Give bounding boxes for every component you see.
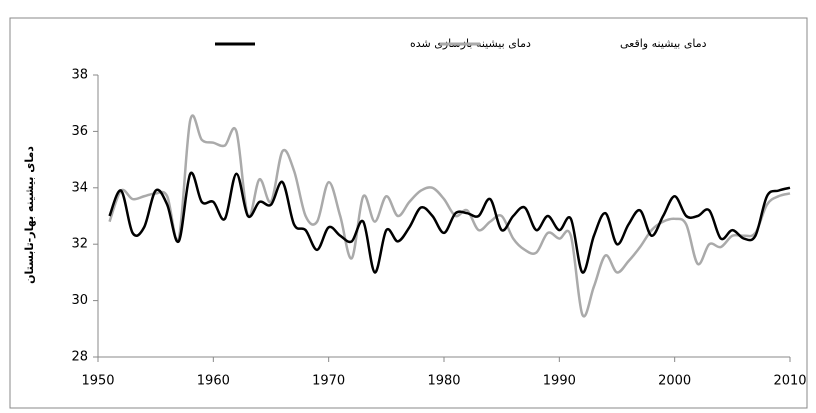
series-line xyxy=(108,171,791,274)
x-tick-label: 1970 xyxy=(312,374,345,389)
y-axis-label: دمای بیشینه بهار-تابستان xyxy=(23,146,36,284)
x-tick-label: 1960 xyxy=(197,374,230,389)
x-tick-label: 2000 xyxy=(658,374,691,389)
legend-label: دمای بیشینه واقعی xyxy=(620,37,707,50)
y-tick-label: 32 xyxy=(71,237,88,252)
y-tick-label: 30 xyxy=(71,293,88,308)
y-tick-label: 36 xyxy=(71,124,88,139)
x-tick-label: 1980 xyxy=(427,374,460,389)
series-line xyxy=(108,114,791,318)
y-tick-label: 28 xyxy=(71,350,88,365)
chart-frame xyxy=(9,17,808,409)
x-tick-label: 2010 xyxy=(773,374,806,389)
y-tick-label: 34 xyxy=(71,180,88,195)
x-tick-label: 1950 xyxy=(81,374,114,389)
x-tick-label: 1990 xyxy=(543,374,576,389)
y-tick-label: 38 xyxy=(71,68,88,83)
